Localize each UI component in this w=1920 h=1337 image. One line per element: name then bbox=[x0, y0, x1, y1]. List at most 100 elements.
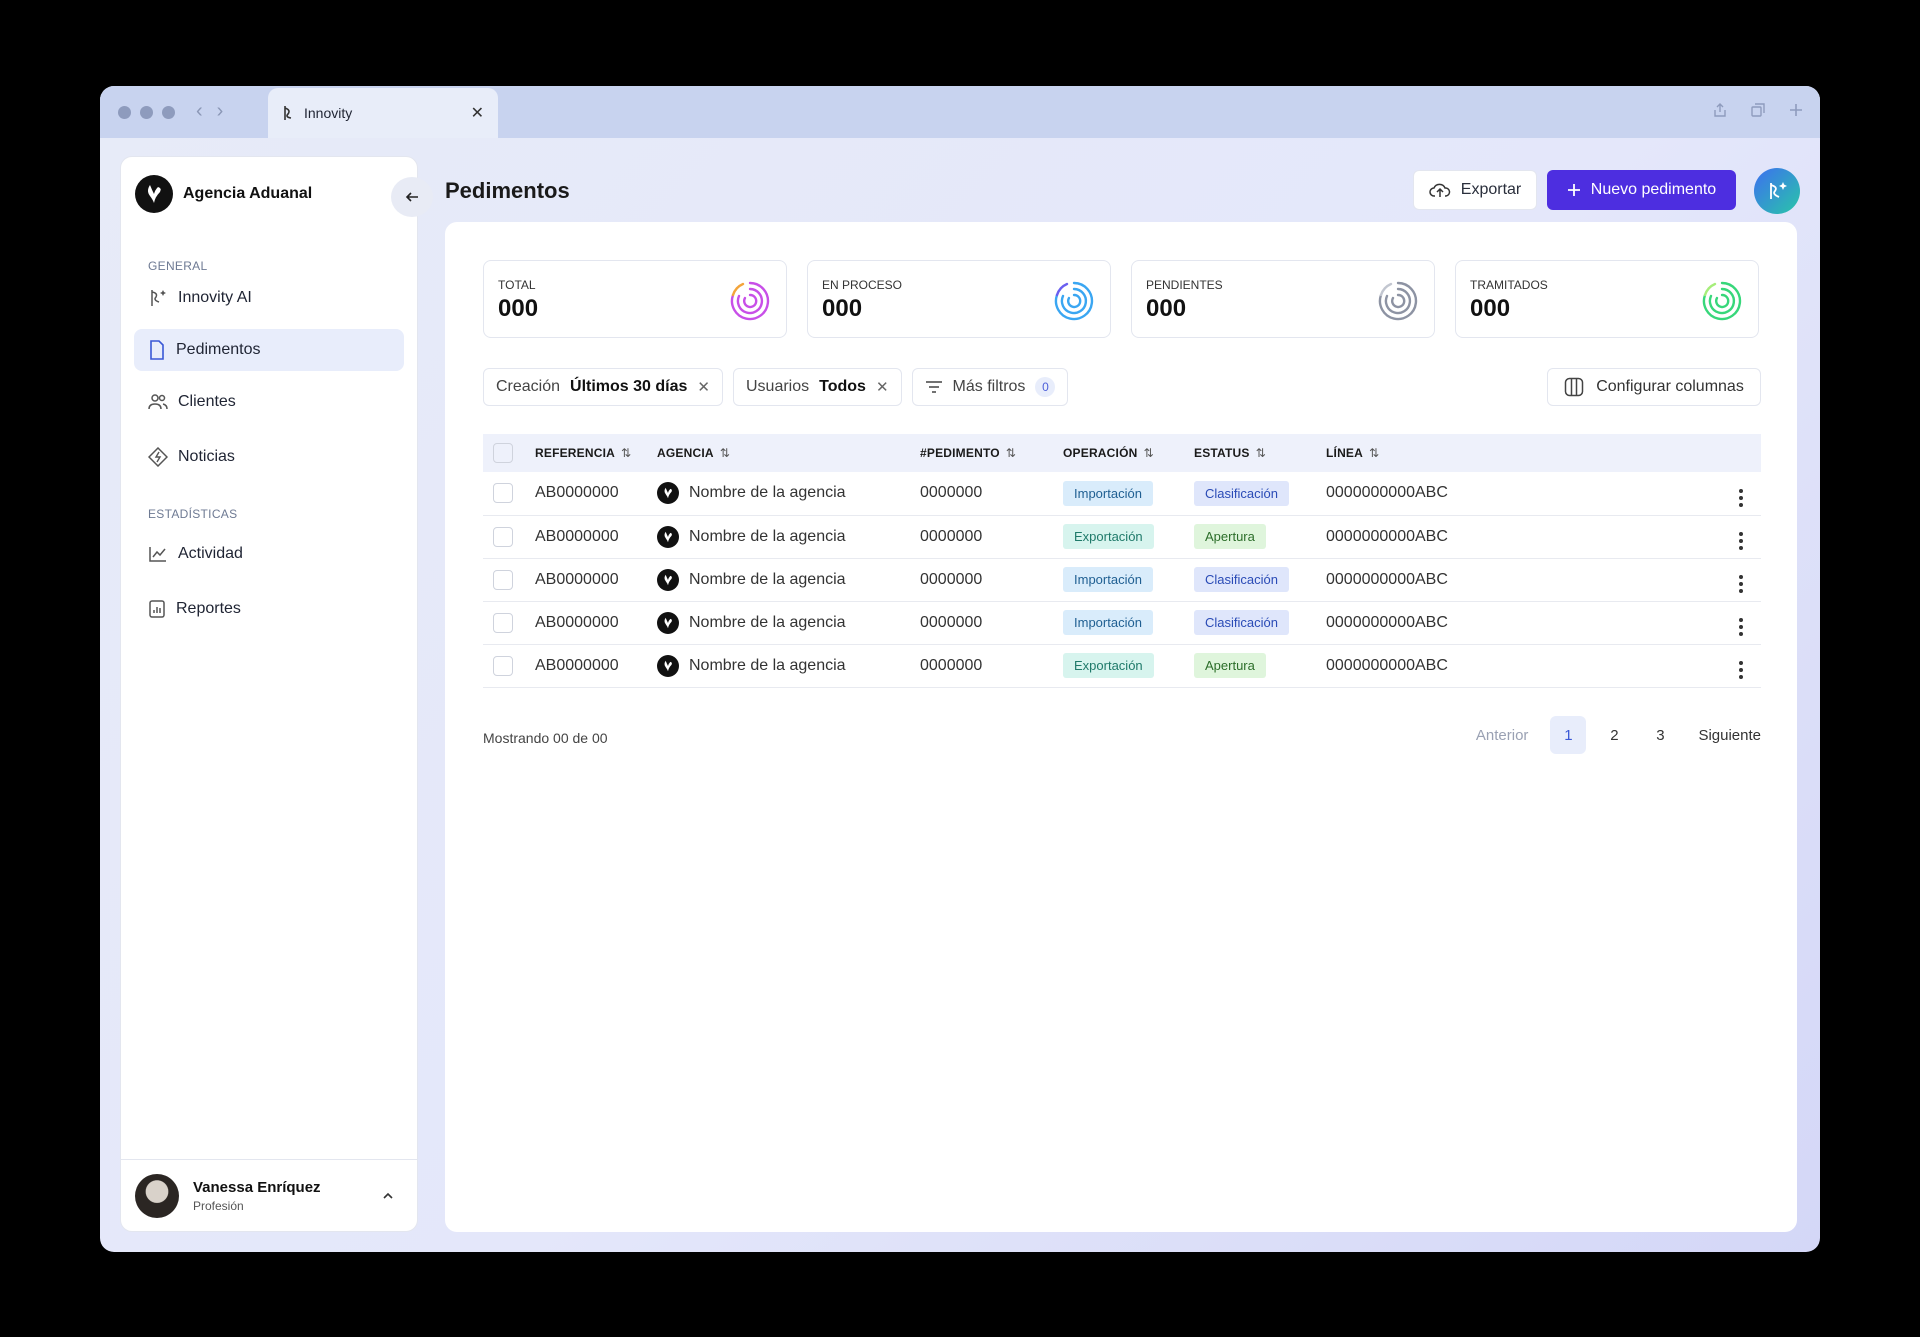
cell-agencia: Nombre de la agencia bbox=[689, 527, 846, 545]
page-button-2[interactable]: 2 bbox=[1610, 726, 1619, 744]
tabs-overview-icon[interactable] bbox=[1750, 102, 1766, 118]
filter-users-value: Todos bbox=[819, 378, 866, 395]
status-badge: Clasificación bbox=[1194, 567, 1289, 592]
sidebar: Agencia Aduanal GENERAL Innovity AI Pedi… bbox=[120, 156, 433, 1232]
row-checkbox[interactable] bbox=[493, 526, 513, 547]
column-header-agencia[interactable]: AGENCIA ⇅ bbox=[657, 434, 920, 472]
configure-columns-button[interactable]: Configurar columnas bbox=[1547, 368, 1761, 406]
filter-creation-label: Creación bbox=[496, 378, 561, 395]
row-menu-icon[interactable] bbox=[1739, 488, 1743, 507]
operation-badge: Importación bbox=[1063, 480, 1153, 506]
sort-icon[interactable]: ⇅ bbox=[1143, 446, 1154, 460]
sidebar-item-reportes[interactable]: Reportes bbox=[134, 588, 404, 630]
status-badge: Apertura bbox=[1194, 524, 1266, 549]
page-button-3[interactable]: 3 bbox=[1656, 726, 1665, 744]
cell-linea: 0000000000ABC bbox=[1326, 527, 1448, 545]
minimize-window-dot[interactable] bbox=[140, 106, 153, 119]
sidebar-item-label: Innovity AI bbox=[178, 289, 252, 306]
filter-users[interactable]: Usuarios Todos ✕ bbox=[732, 368, 902, 406]
sidebar-item-pedimentos[interactable]: Pedimentos bbox=[134, 329, 404, 371]
table-row[interactable]: AB0000000 Nombre de la agencia 0000000 I… bbox=[483, 472, 1761, 515]
table-row[interactable]: AB0000000 Nombre de la agencia 0000000 E… bbox=[483, 515, 1761, 558]
column-label: LÍNEA bbox=[1326, 446, 1363, 460]
column-header-referencia[interactable]: REFERENCIA ⇅ bbox=[535, 434, 657, 472]
operation-badge: Exportación bbox=[1063, 653, 1154, 678]
column-header-estatus[interactable]: ESTATUS ⇅ bbox=[1194, 434, 1326, 472]
cell-pedimento: 0000000 bbox=[920, 570, 983, 588]
stat-card-en-proceso: EN PROCESO 000 bbox=[807, 260, 1111, 338]
cell-agencia: Nombre de la agencia bbox=[689, 570, 846, 588]
filters-count-badge: 0 bbox=[1035, 377, 1056, 397]
export-button[interactable]: Exportar bbox=[1413, 170, 1537, 210]
window-controls[interactable] bbox=[118, 106, 175, 119]
column-header-linea[interactable]: LÍNEA ⇅ bbox=[1326, 434, 1706, 472]
chevron-up-icon[interactable] bbox=[381, 1191, 395, 1201]
brand-name: Agencia Aduanal bbox=[183, 185, 313, 202]
sort-icon[interactable]: ⇅ bbox=[1255, 446, 1266, 460]
chart-line-icon bbox=[149, 547, 166, 562]
forward-arrow-icon[interactable]: › bbox=[216, 100, 224, 122]
table-row[interactable]: AB0000000 Nombre de la agencia 0000000 E… bbox=[483, 644, 1761, 687]
radial-progress-icon bbox=[1702, 281, 1742, 321]
new-tab-icon[interactable] bbox=[1788, 102, 1804, 118]
tab-logo-icon bbox=[284, 106, 292, 120]
new-pedimento-button[interactable]: Nuevo pedimento bbox=[1547, 170, 1736, 210]
row-checkbox[interactable] bbox=[493, 612, 513, 633]
remove-filter-icon[interactable]: ✕ bbox=[697, 379, 710, 396]
sparkle-icon bbox=[151, 290, 166, 306]
agency-logo-icon bbox=[657, 568, 679, 591]
ai-assistant-button[interactable] bbox=[1754, 168, 1800, 214]
table-row[interactable]: AB0000000 Nombre de la agencia 0000000 I… bbox=[483, 601, 1761, 644]
tab-close-icon[interactable]: ✕ bbox=[470, 105, 484, 122]
close-window-dot[interactable] bbox=[118, 106, 131, 119]
share-icon[interactable] bbox=[1712, 102, 1728, 118]
brand[interactable]: Agencia Aduanal bbox=[135, 175, 312, 213]
table-row[interactable]: AB0000000 Nombre de la agencia 0000000 I… bbox=[483, 558, 1761, 601]
remove-filter-icon[interactable]: ✕ bbox=[875, 379, 889, 396]
plus-icon bbox=[1567, 184, 1580, 196]
sort-icon[interactable]: ⇅ bbox=[1369, 446, 1380, 460]
cell-pedimento: 0000000 bbox=[920, 484, 983, 502]
radial-progress-icon bbox=[730, 281, 770, 321]
row-menu-icon[interactable] bbox=[1739, 661, 1743, 679]
page-button-1[interactable]: 1 bbox=[1550, 716, 1587, 754]
select-all-checkbox[interactable] bbox=[493, 443, 513, 463]
browser-tab[interactable]: Innovity ✕ bbox=[268, 88, 498, 138]
row-menu-icon[interactable] bbox=[1739, 618, 1743, 636]
column-header-operacion[interactable]: OPERACIÓN ⇅ bbox=[1063, 434, 1194, 472]
sort-icon[interactable]: ⇅ bbox=[1005, 446, 1017, 460]
more-filters-button[interactable]: Más filtros 0 bbox=[911, 368, 1069, 406]
sidebar-item-noticias[interactable]: Noticias bbox=[134, 436, 404, 478]
column-label: REFERENCIA bbox=[535, 446, 616, 460]
column-label: OPERACIÓN bbox=[1063, 446, 1138, 460]
cell-pedimento: 0000000 bbox=[920, 656, 983, 674]
operation-badge: Importación bbox=[1063, 610, 1153, 635]
next-page-button[interactable]: Siguiente bbox=[1698, 726, 1761, 744]
row-menu-icon[interactable] bbox=[1739, 575, 1743, 593]
row-menu-icon[interactable] bbox=[1739, 532, 1743, 550]
sort-icon[interactable]: ⇅ bbox=[719, 446, 731, 460]
export-label: Exportar bbox=[1460, 181, 1522, 198]
column-header-pedimento[interactable]: #PEDIMENTO ⇅ bbox=[920, 434, 1063, 472]
sidebar-item-label: Noticias bbox=[178, 448, 235, 465]
stat-label: EN PROCESO bbox=[822, 278, 903, 292]
row-checkbox[interactable] bbox=[493, 483, 513, 504]
cell-linea: 0000000000ABC bbox=[1326, 570, 1448, 588]
collapse-sidebar-button[interactable] bbox=[391, 177, 433, 217]
row-checkbox[interactable] bbox=[493, 569, 513, 590]
sidebar-item-clientes[interactable]: Clientes bbox=[134, 381, 404, 423]
back-arrow-icon[interactable]: ‹ bbox=[196, 100, 203, 122]
sidebar-item-actividad[interactable]: Actividad bbox=[134, 533, 404, 575]
row-checkbox[interactable] bbox=[493, 655, 513, 676]
stat-card-pendientes: PENDIENTES 000 bbox=[1131, 260, 1435, 338]
sidebar-item-innovity-ai[interactable]: Innovity AI bbox=[134, 277, 404, 319]
status-badge: Clasificación bbox=[1194, 480, 1289, 506]
user-profile[interactable]: Vanessa Enríquez Profesión bbox=[121, 1159, 417, 1231]
operation-badge: Exportación bbox=[1063, 524, 1154, 549]
status-badge: Clasificación bbox=[1194, 610, 1289, 635]
previous-page-button[interactable]: Anterior bbox=[1475, 726, 1529, 744]
sort-icon[interactable]: ⇅ bbox=[621, 446, 632, 460]
maximize-window-dot[interactable] bbox=[162, 106, 175, 119]
cell-agencia: Nombre de la agencia bbox=[689, 484, 846, 502]
filter-creation[interactable]: Creación Últimos 30 días ✕ bbox=[483, 368, 723, 406]
